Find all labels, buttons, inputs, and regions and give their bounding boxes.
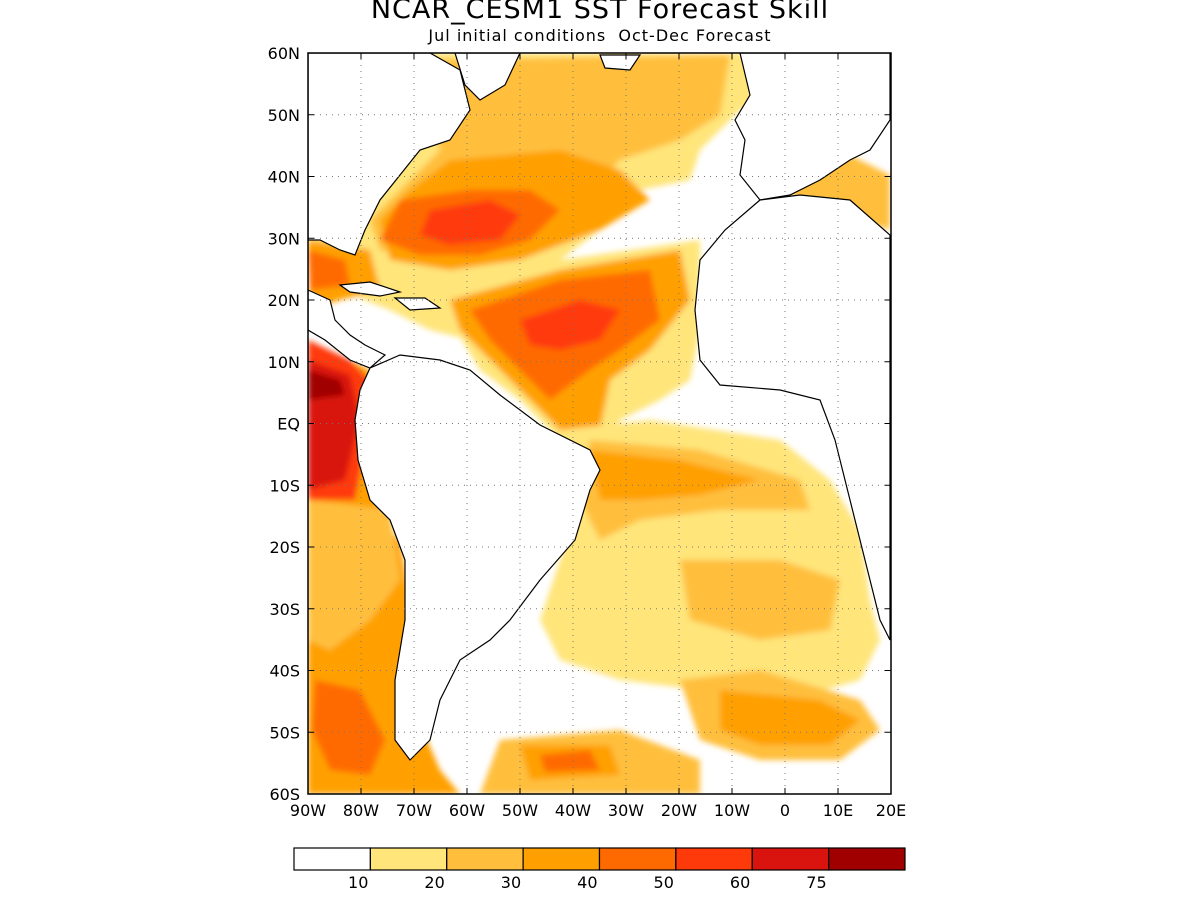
lat-label: 20S xyxy=(269,538,300,557)
colorbar-label: 50 xyxy=(654,873,674,892)
lon-label: 20E xyxy=(876,801,906,820)
hispaniola xyxy=(393,297,442,311)
colorbar-label: 20 xyxy=(424,873,444,892)
africa xyxy=(694,194,891,641)
land-masses xyxy=(308,53,891,761)
colorbar-swatch xyxy=(446,847,524,871)
longitude-labels: 90W 80W 70W 60W 50W 40W 30W 20W 10W 0 10E 20E xyxy=(290,801,906,820)
lon-label: 50W xyxy=(502,801,538,820)
lon-label: 0 xyxy=(780,801,790,820)
colorbar-swatch xyxy=(369,847,448,871)
lon-label: 10E xyxy=(823,801,853,820)
lat-label: 30N xyxy=(268,229,300,248)
greenland xyxy=(454,53,521,101)
colorbar-swatch xyxy=(675,847,753,871)
skill-contour-20 xyxy=(308,500,400,650)
colorbar-label: 40 xyxy=(577,873,597,892)
skill-contour-50 xyxy=(520,300,620,350)
south-america xyxy=(354,354,601,761)
skill-contour-30 xyxy=(720,690,860,745)
lon-label: 40W xyxy=(555,801,591,820)
lon-label: 80W xyxy=(343,801,379,820)
lat-label: 60N xyxy=(268,44,300,63)
cuba xyxy=(338,281,403,297)
colorbar-label: 75 xyxy=(806,873,826,892)
colorbar-swatch xyxy=(522,847,601,871)
colorbar-label: 30 xyxy=(501,873,521,892)
north-america xyxy=(308,53,471,256)
colorbar: 10 20 30 40 50 60 75 xyxy=(293,847,906,892)
central-america xyxy=(308,289,387,369)
colorbar-swatch xyxy=(598,847,677,871)
lat-label: 40N xyxy=(268,168,300,187)
skill-contour-50 xyxy=(420,200,520,245)
skill-contour-40 xyxy=(312,680,385,775)
europe xyxy=(734,53,891,201)
skill-contour-75 xyxy=(308,370,345,400)
lon-label: 30W xyxy=(608,801,644,820)
lat-label: 50N xyxy=(268,106,300,125)
lat-label: EQ xyxy=(277,415,300,434)
lat-label: 40S xyxy=(269,662,300,681)
lat-label: 50S xyxy=(269,723,300,742)
lon-label: 70W xyxy=(396,801,432,820)
colorbar-label: 10 xyxy=(348,873,368,892)
lat-label: 20N xyxy=(268,291,300,310)
axis-ticks xyxy=(307,52,892,795)
colorbar-swatch xyxy=(828,847,906,871)
lat-label: 60S xyxy=(269,785,300,804)
lon-label: 90W xyxy=(290,801,326,820)
skill-contour-40 xyxy=(540,750,600,772)
latitude-labels: 60N 50N 40N 30N 20N 10N EQ 10S 20S 30S 40S 50S 60S xyxy=(268,44,300,804)
colorbar-swatch xyxy=(293,847,371,871)
lon-label: 60W xyxy=(449,801,485,820)
lat-label: 10N xyxy=(268,353,300,372)
skill-contour-30 xyxy=(590,450,760,500)
map-subtitle: Jul initial conditions Oct-Dec Forecast xyxy=(428,26,772,45)
iceland xyxy=(599,54,642,71)
lon-label: 10W xyxy=(714,801,750,820)
lat-label: 10S xyxy=(269,476,300,495)
skill-contour-40 xyxy=(308,250,350,290)
skill-contour-20 xyxy=(680,560,840,640)
map-title: NCAR_CESM1 SST Forecast Skill xyxy=(370,0,830,25)
lat-label: 30S xyxy=(269,600,300,619)
colorbar-swatch xyxy=(751,847,830,871)
lon-label: 20W xyxy=(661,801,697,820)
colorbar-label: 60 xyxy=(730,873,750,892)
